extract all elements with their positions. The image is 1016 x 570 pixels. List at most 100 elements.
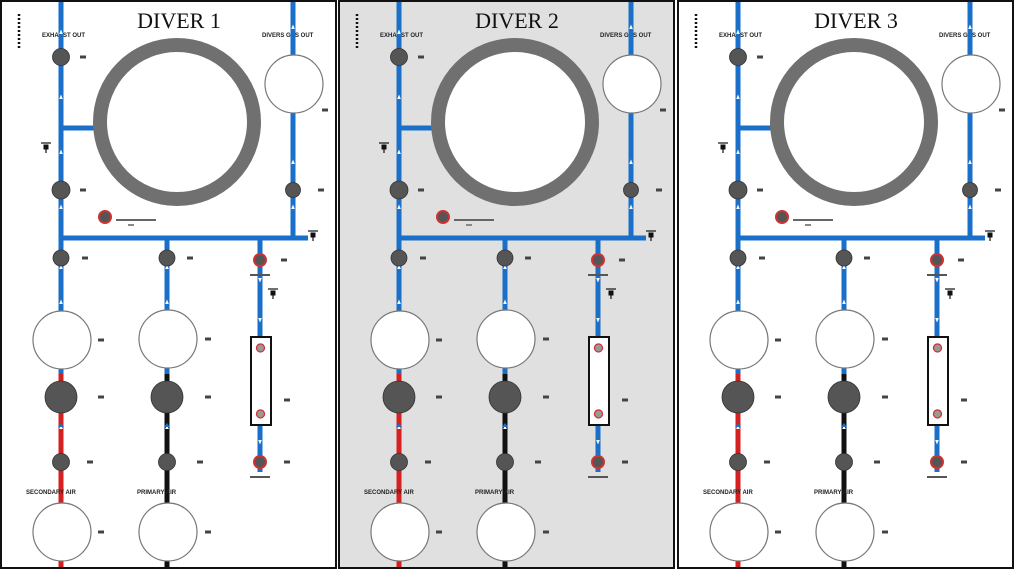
flow-arrow-icon	[59, 299, 63, 304]
secondary-valve-large[interactable]	[721, 380, 755, 414]
primary-manifold-valve[interactable]	[496, 249, 514, 267]
sample-sensor-bottom[interactable]	[930, 455, 944, 469]
tag-mark	[284, 398, 290, 402]
tag-mark	[98, 530, 104, 534]
flow-arrow-icon	[736, 29, 740, 34]
primary-manifold-valve[interactable]	[835, 249, 853, 267]
exhaust-valve-top[interactable]	[52, 48, 70, 66]
primary-manifold-valve[interactable]	[158, 249, 176, 267]
sample-sensor-top[interactable]	[253, 253, 267, 267]
secondary-air-label: SECONDARY AIR	[364, 490, 414, 496]
flow-arrow-icon	[736, 204, 740, 209]
sample-sensor-bottom[interactable]	[253, 455, 267, 469]
flow-arrow-icon	[258, 440, 262, 445]
gas-out-tank[interactable]	[264, 54, 324, 114]
flow-arrow-icon	[736, 264, 740, 269]
tag-mark	[961, 460, 967, 464]
chamber-sensor-tag	[466, 224, 472, 226]
tag-mark	[882, 530, 888, 534]
exhaust-valve-top[interactable]	[729, 48, 747, 66]
secondary-valve-large[interactable]	[382, 380, 416, 414]
tag-mark	[775, 338, 781, 342]
primary-air-label: PRIMARY AIR	[475, 490, 515, 496]
check-valve-icon	[164, 423, 170, 427]
primary-valve-lower[interactable]	[158, 453, 176, 471]
flow-arrow-icon	[59, 94, 63, 99]
regulator-icon	[985, 230, 995, 241]
gas-out-valve[interactable]	[962, 182, 978, 198]
primary-valve-lower[interactable]	[835, 453, 853, 471]
exhaust-valve-lower[interactable]	[728, 180, 748, 200]
secondary-manifold-valve[interactable]	[729, 249, 747, 267]
check-valve-icon	[396, 423, 402, 427]
sample-sensor-top[interactable]	[930, 253, 944, 267]
primary-tank-lower[interactable]	[476, 502, 536, 562]
filter-housing[interactable]	[927, 336, 949, 426]
chamber-sensor[interactable]	[98, 210, 112, 224]
secondary-valve-lower[interactable]	[52, 453, 70, 471]
exhaust-valve-lower[interactable]	[51, 180, 71, 200]
tag-mark	[318, 188, 324, 192]
primary-tank-upper[interactable]	[476, 309, 536, 369]
chamber-ring[interactable]	[431, 38, 599, 206]
chamber-ring[interactable]	[93, 38, 261, 206]
gas-out-valve[interactable]	[623, 182, 639, 198]
tag-mark	[622, 460, 628, 464]
exhaust-out-label: EXHAUST OUT	[380, 33, 423, 39]
regulator-body	[43, 144, 49, 150]
secondary-tank-upper[interactable]	[709, 310, 769, 370]
secondary-valve-lower[interactable]	[390, 453, 408, 471]
primary-tank-lower[interactable]	[815, 502, 875, 562]
flow-arrow-icon	[935, 318, 939, 323]
gas-out-tank[interactable]	[941, 54, 1001, 114]
chamber-ring[interactable]	[770, 38, 938, 206]
exhaust-valve-lower[interactable]	[389, 180, 409, 200]
secondary-air-label: SECONDARY AIR	[703, 490, 753, 496]
panel-title: DIVER 3	[814, 8, 898, 33]
secondary-tank-lower[interactable]	[709, 502, 769, 562]
sample-sensor-bottom-tag	[588, 476, 608, 478]
regulator-body	[987, 232, 993, 238]
flow-arrow-icon	[258, 278, 262, 283]
filter-housing[interactable]	[588, 336, 610, 426]
chamber-sensor[interactable]	[436, 210, 450, 224]
filter-sensor-top	[255, 343, 266, 353]
secondary-valve-large[interactable]	[44, 380, 78, 414]
diver-3-panel: DIVER 3 EXHAUST OUT DIVERS GAS OUT SECONDAR…	[677, 0, 1014, 569]
primary-valve-large[interactable]	[150, 380, 184, 414]
flow-arrow-icon	[629, 204, 633, 209]
check-valve-icon	[58, 423, 64, 427]
sample-sensor-tag	[250, 274, 270, 276]
primary-tank-upper[interactable]	[815, 309, 875, 369]
flow-arrow-icon	[968, 24, 972, 29]
regulator-icon	[646, 230, 656, 241]
primary-tank-upper[interactable]	[138, 309, 198, 369]
tag-mark	[619, 258, 625, 262]
check-valve-icon	[841, 423, 847, 427]
tag-mark	[87, 460, 93, 464]
secondary-tank-upper[interactable]	[32, 310, 92, 370]
flow-arrow-icon	[935, 440, 939, 445]
filter-housing[interactable]	[250, 336, 272, 426]
secondary-tank-lower[interactable]	[32, 502, 92, 562]
exhaust-valve-top[interactable]	[390, 48, 408, 66]
primary-valve-large[interactable]	[488, 380, 522, 414]
sample-sensor-bottom[interactable]	[591, 455, 605, 469]
secondary-manifold-valve[interactable]	[390, 249, 408, 267]
diver-1-panel: DIVER 1 EXHAUST OUT DIVERS GAS OUT SECONDAR…	[0, 0, 337, 569]
primary-tank-lower[interactable]	[138, 502, 198, 562]
secondary-manifold-valve[interactable]	[52, 249, 70, 267]
diver-2-panel: DIVER 2 EXHAUST OUT DIVERS GAS OUT SECONDAR…	[338, 0, 675, 569]
gas-out-tank[interactable]	[602, 54, 662, 114]
gas-out-valve[interactable]	[285, 182, 301, 198]
primary-valve-large[interactable]	[827, 380, 861, 414]
exhaust-out-label: EXHAUST OUT	[42, 33, 85, 39]
secondary-tank-lower[interactable]	[370, 502, 430, 562]
primary-valve-lower[interactable]	[496, 453, 514, 471]
sample-sensor-top[interactable]	[591, 253, 605, 267]
tag-mark	[284, 460, 290, 464]
secondary-valve-lower[interactable]	[729, 453, 747, 471]
chamber-sensor[interactable]	[775, 210, 789, 224]
tag-mark	[98, 338, 104, 342]
secondary-tank-upper[interactable]	[370, 310, 430, 370]
